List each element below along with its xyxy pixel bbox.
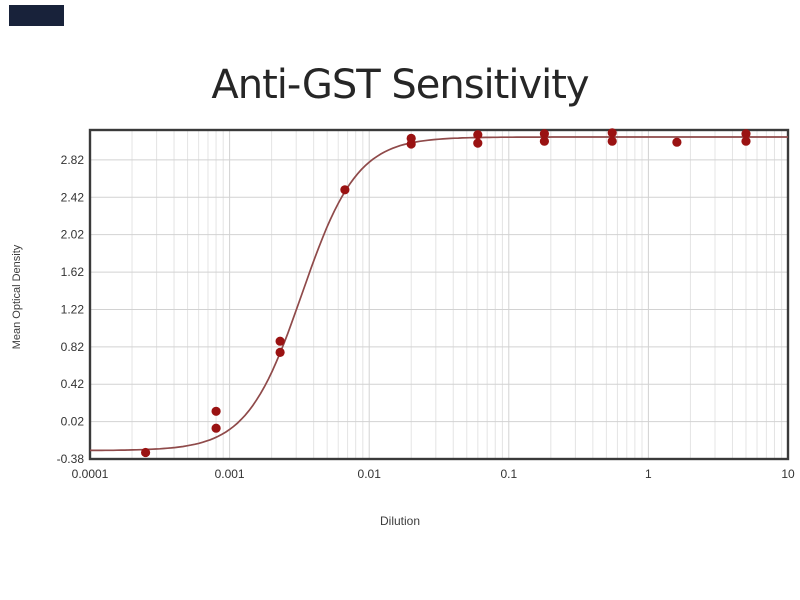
chart-title: Anti-GST Sensitivity xyxy=(211,62,589,108)
data-point xyxy=(473,130,483,140)
data-point xyxy=(741,129,751,139)
plot-border xyxy=(88,128,790,461)
y-tick-label: 2.82 xyxy=(61,153,85,167)
data-point xyxy=(607,128,617,138)
data-point xyxy=(406,139,416,149)
data-point xyxy=(539,129,550,139)
data-point xyxy=(607,136,617,146)
data-point xyxy=(340,185,350,195)
data-point xyxy=(275,347,285,357)
x-tick-label: 0.1 xyxy=(500,467,517,481)
data-point xyxy=(211,423,221,433)
data-point xyxy=(539,136,550,146)
x-tick-label: 0.0001 xyxy=(72,467,109,481)
y-tick-label: -0.38 xyxy=(57,452,85,466)
y-tick-label: 2.42 xyxy=(61,190,85,204)
data-point xyxy=(275,336,285,346)
y-tick-label: 0.82 xyxy=(61,340,85,354)
data-point xyxy=(211,406,221,416)
x-tick-label: 0.01 xyxy=(358,467,382,481)
data-point xyxy=(473,138,483,148)
data-point xyxy=(141,447,151,458)
y-tick-label: 0.02 xyxy=(61,415,85,429)
data-point xyxy=(741,136,751,146)
x-tick-label: 10 xyxy=(781,467,795,481)
y-tick-label: 1.62 xyxy=(61,265,85,279)
x-tick-label: 0.001 xyxy=(215,467,245,481)
y-tick-label: 1.22 xyxy=(61,303,85,317)
y-tick-label: 2.02 xyxy=(61,228,85,242)
y-tick-label: 0.42 xyxy=(61,377,85,391)
fit-curve xyxy=(90,136,788,452)
x-axis-label: Dilution xyxy=(379,514,421,528)
corner-logo-block xyxy=(9,5,64,26)
x-tick-label: 1 xyxy=(645,467,652,481)
data-point xyxy=(672,137,682,147)
